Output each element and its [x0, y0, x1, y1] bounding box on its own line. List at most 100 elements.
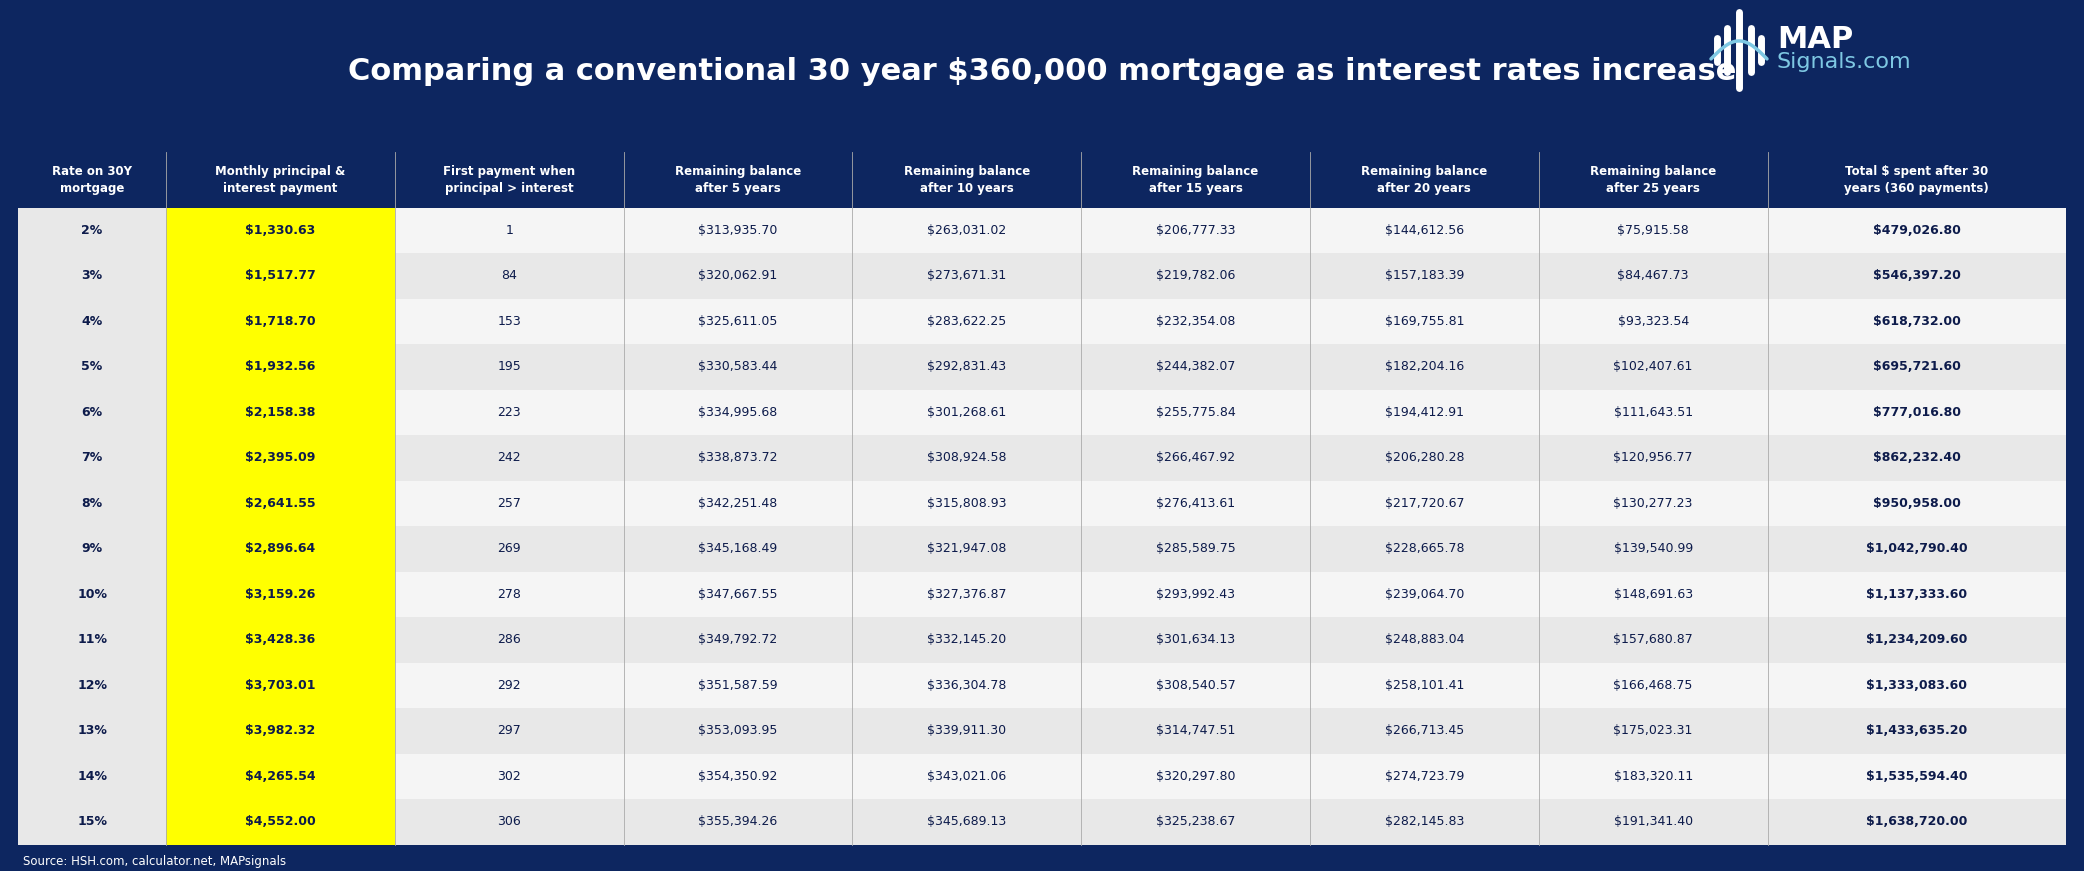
Text: 5%: 5%	[81, 361, 102, 374]
Bar	[396, 253, 623, 299]
Bar	[167, 344, 396, 389]
Bar	[852, 253, 1082, 299]
Text: $169,755.81: $169,755.81	[1384, 315, 1465, 327]
Text: $2,158.38: $2,158.38	[246, 406, 315, 419]
Text: $349,792.72: $349,792.72	[698, 633, 777, 646]
Bar	[852, 389, 1082, 436]
Bar	[623, 207, 852, 253]
Text: 13%: 13%	[77, 725, 106, 738]
Bar	[852, 753, 1082, 799]
Bar	[852, 481, 1082, 526]
Text: $353,093.95: $353,093.95	[698, 725, 777, 738]
Bar	[1082, 571, 1311, 618]
Bar	[852, 526, 1082, 571]
Text: $206,280.28: $206,280.28	[1384, 451, 1465, 464]
Bar	[1082, 253, 1311, 299]
Bar	[167, 663, 396, 708]
Bar	[1311, 663, 1538, 708]
Text: 223: 223	[498, 406, 521, 419]
Text: $139,540.99: $139,540.99	[1613, 543, 1692, 556]
Bar	[396, 571, 623, 618]
Text: $219,782.06: $219,782.06	[1157, 269, 1236, 282]
Bar	[1082, 436, 1311, 481]
Bar	[1311, 299, 1538, 344]
Bar	[19, 618, 167, 663]
Bar	[396, 708, 623, 753]
Text: $308,540.57: $308,540.57	[1157, 679, 1236, 692]
Text: $332,145.20: $332,145.20	[927, 633, 1007, 646]
Bar	[167, 481, 396, 526]
Text: $339,911.30: $339,911.30	[927, 725, 1007, 738]
Bar	[1538, 799, 1767, 845]
Text: $194,412.91: $194,412.91	[1386, 406, 1463, 419]
Bar	[396, 526, 623, 571]
Text: $182,204.16: $182,204.16	[1384, 361, 1463, 374]
Text: $2,896.64: $2,896.64	[246, 543, 315, 556]
Text: $1,718.70: $1,718.70	[246, 315, 317, 327]
Text: Monthly principal &
interest payment: Monthly principal & interest payment	[215, 165, 346, 195]
Text: $3,703.01: $3,703.01	[246, 679, 317, 692]
Text: 14%: 14%	[77, 770, 106, 783]
Text: $2,395.09: $2,395.09	[246, 451, 315, 464]
Bar	[396, 299, 623, 344]
Text: $355,394.26: $355,394.26	[698, 815, 777, 828]
Text: $1,333,083.60: $1,333,083.60	[1867, 679, 1967, 692]
Bar	[1082, 344, 1311, 389]
Text: Remaining balance
after 10 years: Remaining balance after 10 years	[904, 165, 1029, 195]
Text: $347,667.55: $347,667.55	[698, 588, 777, 601]
Text: Signals.com: Signals.com	[1778, 52, 1911, 72]
Bar	[1311, 436, 1538, 481]
Text: $3,982.32: $3,982.32	[246, 725, 315, 738]
Bar	[623, 299, 852, 344]
Bar	[1767, 618, 2065, 663]
Bar	[1767, 663, 2065, 708]
Text: $338,873.72: $338,873.72	[698, 451, 777, 464]
Bar	[623, 799, 852, 845]
Text: $84,467.73: $84,467.73	[1617, 269, 1688, 282]
Bar	[19, 436, 167, 481]
Bar	[623, 253, 852, 299]
Bar	[1538, 663, 1767, 708]
Bar	[852, 299, 1082, 344]
Text: $695,721.60: $695,721.60	[1874, 361, 1961, 374]
Text: $345,168.49: $345,168.49	[698, 543, 777, 556]
Bar	[852, 207, 1082, 253]
Text: $191,341.40: $191,341.40	[1613, 815, 1692, 828]
Text: $3,159.26: $3,159.26	[246, 588, 315, 601]
Bar	[1082, 481, 1311, 526]
Text: $276,413.61: $276,413.61	[1157, 496, 1236, 510]
Text: $282,145.83: $282,145.83	[1384, 815, 1465, 828]
Bar	[1311, 344, 1538, 389]
Text: 297: 297	[498, 725, 521, 738]
Text: Source: HSH.com, calculator.net, MAPsignals: Source: HSH.com, calculator.net, MAPsign…	[23, 854, 286, 868]
Text: $301,268.61: $301,268.61	[927, 406, 1007, 419]
Text: 257: 257	[498, 496, 521, 510]
Text: $618,732.00: $618,732.00	[1874, 315, 1961, 327]
Text: MAP: MAP	[1778, 25, 1853, 54]
Text: $345,689.13: $345,689.13	[927, 815, 1007, 828]
Text: $546,397.20: $546,397.20	[1874, 269, 1961, 282]
Text: $258,101.41: $258,101.41	[1384, 679, 1465, 692]
Bar	[1538, 253, 1767, 299]
Bar	[167, 389, 396, 436]
Text: 12%: 12%	[77, 679, 106, 692]
Bar	[167, 436, 396, 481]
Bar	[1311, 708, 1538, 753]
Text: 11%: 11%	[77, 633, 106, 646]
Bar	[1538, 708, 1767, 753]
Text: $1,330.63: $1,330.63	[246, 224, 315, 237]
Text: $263,031.02: $263,031.02	[927, 224, 1007, 237]
Text: 4%: 4%	[81, 315, 102, 327]
Bar	[1311, 753, 1538, 799]
Bar	[852, 799, 1082, 845]
Text: 292: 292	[498, 679, 521, 692]
Bar	[1082, 663, 1311, 708]
Text: $308,924.58: $308,924.58	[927, 451, 1007, 464]
Bar	[623, 753, 852, 799]
Bar	[19, 299, 167, 344]
Text: Rate on 30Y
mortgage: Rate on 30Y mortgage	[52, 165, 131, 195]
Bar	[1767, 344, 2065, 389]
Bar	[396, 799, 623, 845]
Text: $283,622.25: $283,622.25	[927, 315, 1007, 327]
Text: $239,064.70: $239,064.70	[1384, 588, 1465, 601]
